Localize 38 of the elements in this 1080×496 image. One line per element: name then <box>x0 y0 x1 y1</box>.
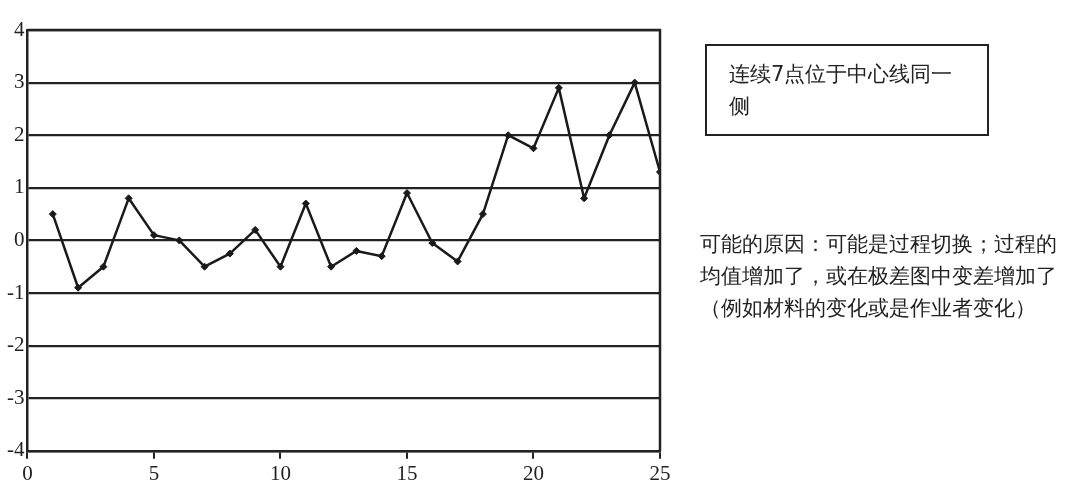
point <box>428 239 437 248</box>
point <box>605 131 614 140</box>
y-tick-label: 2 <box>13 121 25 146</box>
point <box>74 283 83 292</box>
point <box>200 262 209 271</box>
point <box>301 199 310 208</box>
point <box>554 83 563 92</box>
point <box>225 249 234 258</box>
point <box>124 194 133 203</box>
x-tick-label: 25 <box>649 460 671 485</box>
point <box>529 144 538 153</box>
y-tick-label: -3 <box>6 384 25 409</box>
y-tick-label: 3 <box>13 69 25 94</box>
y-tick-label: 0 <box>13 226 25 251</box>
point <box>276 262 285 271</box>
point <box>327 262 336 271</box>
x-tick-label: 20 <box>523 460 544 485</box>
point <box>99 262 108 271</box>
point <box>377 252 386 261</box>
y-tick-label: 1 <box>13 174 25 199</box>
y-tick-label: 4 <box>13 16 25 41</box>
y-tick-label: -4 <box>6 437 25 462</box>
point <box>478 210 487 219</box>
point <box>150 231 158 240</box>
x-tick-label: 5 <box>148 460 160 485</box>
y-tick-label: -1 <box>6 279 25 304</box>
point <box>175 236 184 245</box>
point <box>352 246 361 255</box>
y-tick-label: -2 <box>6 332 25 357</box>
x-tick-label: 10 <box>270 460 291 485</box>
text: 可能的原因：可能是过程切换；过程的均值增加了，或在极差图中变差增加了（例如材料的变化或是作业者变化） <box>700 231 1058 322</box>
point <box>630 78 639 87</box>
point <box>251 225 260 234</box>
point <box>48 210 57 219</box>
x-tick-label: 15 <box>396 460 418 485</box>
text: 连续7点位于中心线同一侧 <box>705 44 989 136</box>
point <box>403 189 411 198</box>
point <box>453 257 462 266</box>
